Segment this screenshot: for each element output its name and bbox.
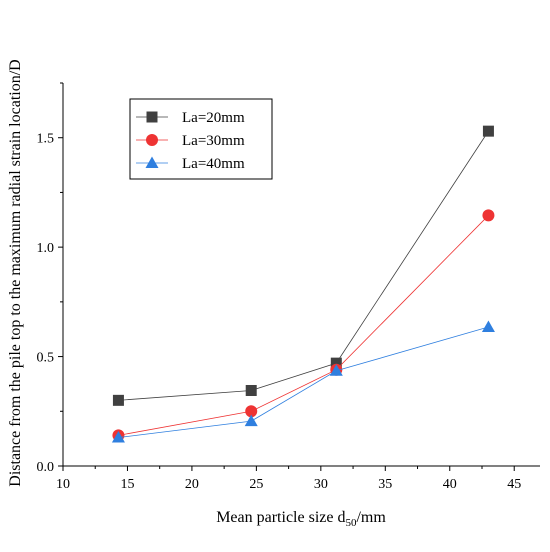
x-tick-label: 45 [507,477,521,492]
series-line [118,130,489,401]
data-point [245,384,257,396]
legend: La=20mm La=30mm La=40mm [129,98,273,180]
data-point [244,414,258,427]
legend-label: La=20mm [182,110,245,126]
data-point [112,394,124,406]
x-axis-title: Mean particle size d50/mm [216,509,386,529]
legend-marker [146,111,158,123]
series-line [118,215,489,436]
x-tick-label: 15 [120,477,134,492]
legend-marker [146,134,158,146]
series-layer [111,125,495,443]
series-1 [112,125,494,406]
x-axis-title-main: Mean particle size d [216,509,345,526]
series-line [118,326,489,438]
x-tick-label: 40 [443,477,457,492]
y-tick-label: 0.0 [37,460,55,475]
y-axis-title: Distance from the pile top to the maximu… [7,59,24,486]
y-tick-label: 0.5 [37,351,55,366]
x-tick-label: 25 [249,477,263,492]
data-point [482,209,495,222]
legend-label: La=40mm [182,156,245,172]
data-point [482,125,494,137]
data-point [330,357,342,369]
legend-marker [145,156,159,168]
x-tick-label: 10 [56,477,70,492]
data-point [329,364,343,376]
x-axis-title-suffix: /mm [356,509,386,526]
y-tick-label: 1.5 [37,132,55,147]
y-tick-label: 1.0 [37,241,55,256]
series-2 [112,209,495,442]
x-axis-title-subscript: 50 [345,517,357,529]
legend-label: La=30mm [182,133,245,149]
x-tick-label: 30 [314,477,328,492]
axes: 10 15 20 25 30 35 40 45 0.0 0.5 1.0 1.5 [37,82,540,492]
data-point [111,431,125,443]
x-tick-label: 20 [185,477,199,492]
data-point [481,320,495,333]
data-point [245,405,258,418]
x-tick-label: 35 [378,477,392,492]
series-3 [111,320,495,443]
